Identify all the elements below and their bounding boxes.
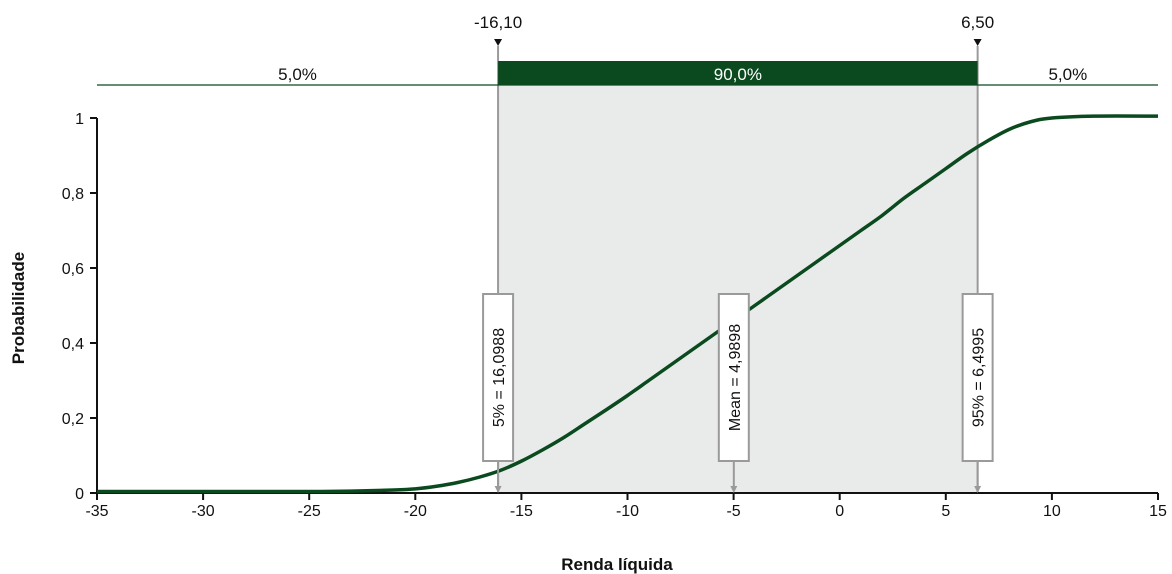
marker-arrow-icon (494, 486, 502, 493)
marker-arrow-icon (730, 486, 738, 493)
left-tail-label: 5,0% (278, 65, 317, 84)
cdf-curve (97, 114, 1159, 494)
lower-bound-arrow-icon (494, 39, 503, 46)
marker-layer: 5% = 16,0988 Mean = 4,9898 95% = 6,4995 (482, 293, 994, 493)
y-tick-label: 1 (75, 111, 84, 128)
y-axis-title: Probabilidade (9, 252, 28, 364)
upper-bound-arrow-icon (973, 39, 982, 46)
upper-bound-value: 6,50 (961, 13, 994, 32)
curve-layer (97, 114, 1159, 494)
y-tick-label: 0,2 (62, 411, 84, 428)
x-tick-label: 15 (1149, 503, 1167, 520)
x-tick-label: 5 (941, 503, 950, 520)
y-tick-label: 0,8 (62, 186, 84, 203)
x-tick-label: -20 (404, 503, 427, 520)
marker-label: 95% = 6,4995 (971, 328, 988, 427)
center-band-label: 90,0% (714, 65, 762, 84)
x-tick-label: -10 (616, 503, 639, 520)
x-tick-label: -5 (726, 503, 740, 520)
x-axis-title: Renda líquida (561, 555, 673, 574)
marker-box (482, 293, 515, 462)
lower-bound-value: -16,10 (474, 13, 522, 32)
marker-label: 5% = 16,0988 (491, 328, 508, 427)
marker-box (961, 293, 994, 462)
y-tick-label: 0,4 (62, 336, 84, 353)
x-tick-label: 0 (835, 503, 844, 520)
x-tick-label: -35 (85, 503, 108, 520)
y-tick-label: 0 (75, 486, 84, 503)
x-tick-label: -15 (510, 503, 533, 520)
center-band (498, 61, 978, 85)
x-tick-label: 10 (1043, 503, 1061, 520)
x-tick-label: -30 (192, 503, 215, 520)
marker-arrow-icon (974, 486, 982, 493)
y-tick-label: 0,6 (62, 261, 84, 278)
right-tail-label: 5,0% (1048, 65, 1087, 84)
marker-box (717, 293, 750, 462)
x-tick-label: -25 (298, 503, 321, 520)
marker-label: Mean = 4,9898 (727, 324, 744, 431)
interval-band-layer: 5,0% 90,0% 5,0% -16,10 6,50 (97, 13, 1158, 86)
